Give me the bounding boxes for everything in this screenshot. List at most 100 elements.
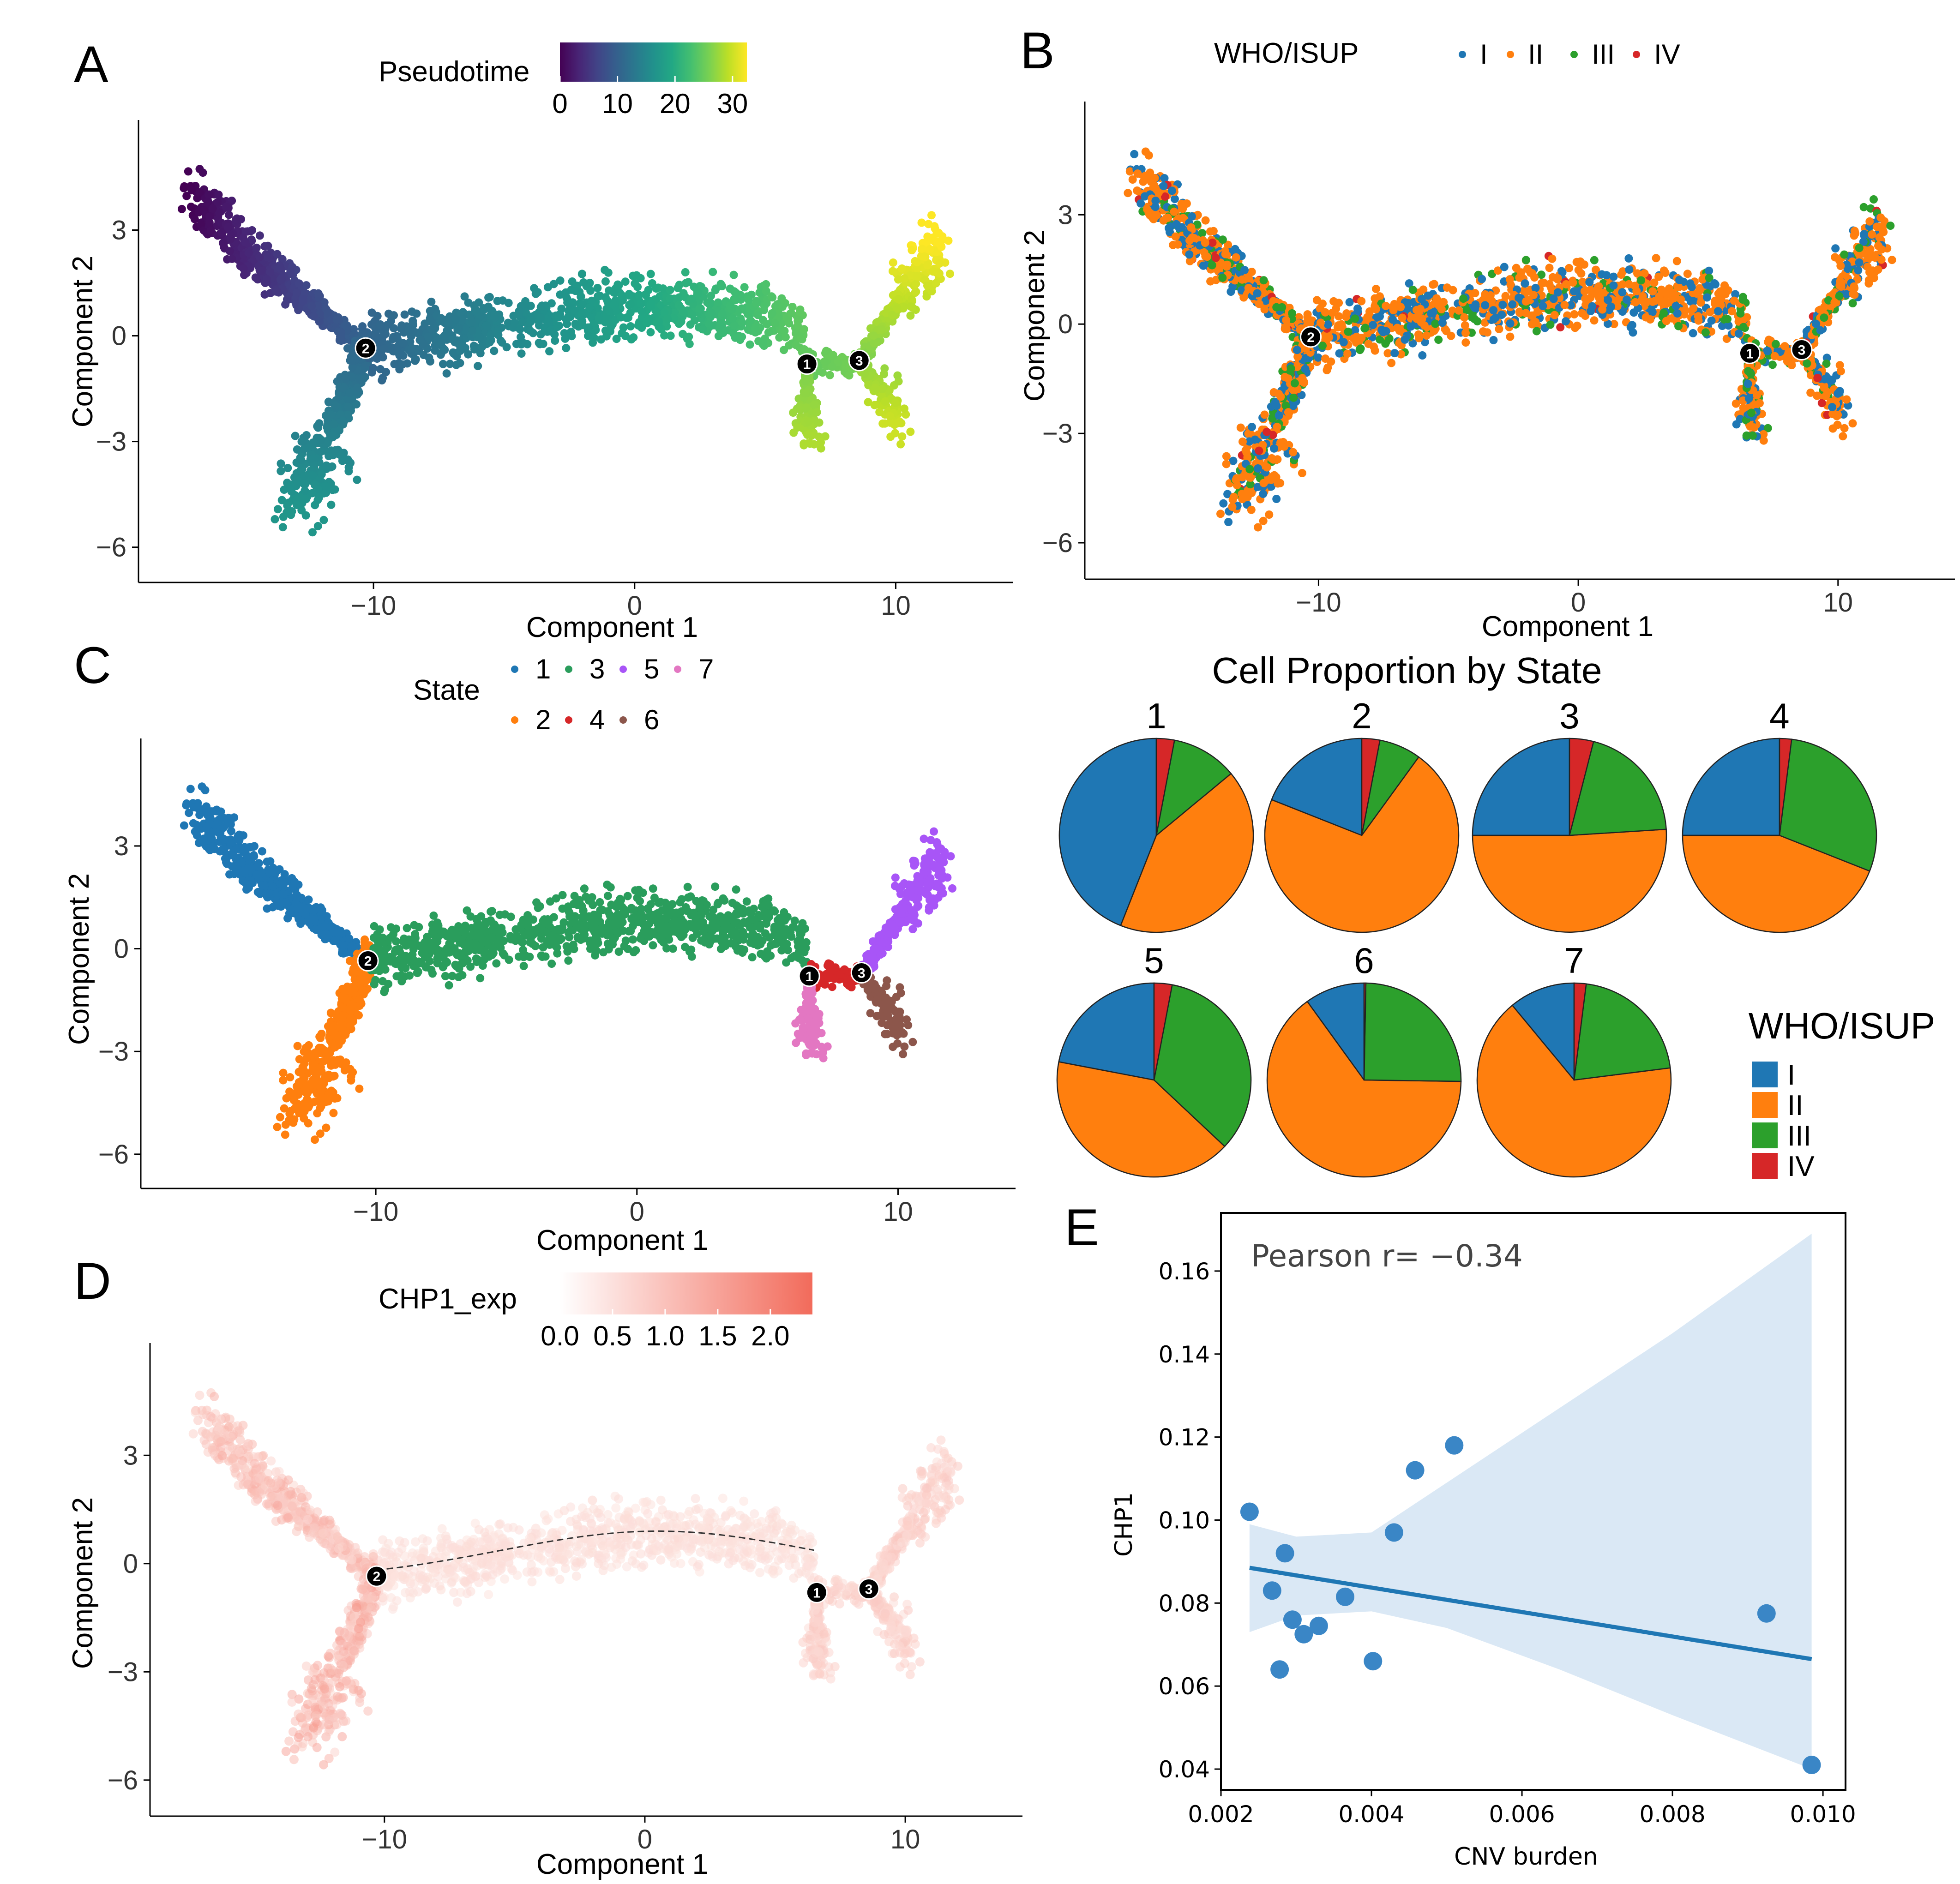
cell-point [348, 363, 357, 372]
cell-point [1187, 223, 1196, 232]
cell-point [286, 482, 295, 491]
cell-point [490, 313, 499, 322]
cell-point [239, 264, 248, 273]
cell-points [177, 165, 954, 537]
cell-point [801, 389, 810, 398]
cell-point [709, 268, 717, 276]
cell-point [1328, 308, 1337, 317]
cell-point [554, 313, 563, 322]
cell-point [1553, 274, 1562, 282]
cell-point [458, 315, 467, 324]
cell-point [579, 278, 588, 287]
cell-point [1581, 294, 1590, 303]
cell-point [775, 333, 784, 342]
cell-point [584, 323, 593, 332]
cell-point [728, 314, 737, 323]
cell-point [577, 310, 586, 318]
cell-point [762, 280, 770, 288]
cell-point [494, 330, 502, 339]
cell-point [394, 349, 403, 358]
cell-point [437, 338, 446, 347]
cell-point [1618, 288, 1627, 297]
cell-point [1248, 423, 1256, 431]
cell-point [1683, 270, 1692, 278]
cell-point [1854, 266, 1863, 275]
cell-point [1298, 374, 1307, 383]
cell-point [1443, 283, 1451, 292]
cell-point [1429, 280, 1437, 289]
cell-point [802, 403, 811, 412]
cell-point [731, 296, 740, 305]
cell-point [277, 496, 286, 504]
cell-point [397, 321, 406, 330]
cell-point [1711, 296, 1720, 305]
cell-point [353, 384, 361, 392]
cell-point [416, 335, 425, 344]
cell-point [681, 268, 690, 276]
cell-point [1569, 287, 1578, 296]
cell-point [281, 300, 290, 309]
cell-point [666, 294, 674, 303]
cell-point [1706, 308, 1714, 317]
cell-point [810, 400, 818, 409]
cell-point [788, 303, 797, 311]
cell-point [1356, 346, 1365, 354]
cell-point [1232, 253, 1240, 262]
cell-point [215, 208, 223, 217]
cell-point [1272, 495, 1281, 503]
cell-point [242, 227, 251, 236]
cell-point [1382, 301, 1390, 310]
cell-point [1461, 329, 1470, 337]
cell-point [740, 283, 749, 292]
cell-point [264, 241, 272, 250]
cell-point [1219, 499, 1228, 508]
cell-point [738, 318, 746, 327]
cell-point [618, 329, 626, 337]
cell-point [186, 203, 195, 211]
cell-point [1833, 420, 1842, 429]
cell-point [479, 304, 488, 312]
cell-point [1190, 234, 1199, 243]
cell-point [1470, 315, 1479, 323]
cell-point [262, 275, 271, 283]
cell-point [792, 329, 800, 338]
cell-point [918, 244, 926, 253]
cell-point [545, 318, 553, 327]
cell-point [208, 204, 217, 213]
cell-point [767, 292, 776, 301]
cell-point [587, 296, 596, 305]
cell-point [1260, 410, 1269, 419]
cell-point [315, 419, 324, 428]
cell-point [539, 340, 547, 348]
cell-point [332, 315, 341, 324]
cell-point [688, 310, 697, 319]
cell-point [442, 369, 451, 378]
cell-point [1455, 306, 1463, 315]
cell-point [220, 242, 228, 251]
cell-point [1573, 321, 1581, 330]
cell-point [272, 287, 281, 295]
cell-point [891, 399, 900, 408]
cell-point [1236, 423, 1245, 432]
cell-point [1865, 217, 1874, 226]
cell-point [1813, 391, 1822, 400]
cell-point [1836, 282, 1845, 290]
cell-point [1625, 265, 1634, 274]
cell-point [731, 333, 740, 342]
cell-point [1764, 336, 1773, 344]
cell-point [1314, 353, 1323, 362]
cell-point [549, 280, 558, 288]
cell-point [177, 204, 186, 213]
cell-point [353, 475, 361, 484]
cell-point [348, 373, 356, 382]
cell-point [577, 292, 585, 301]
cell-point [1506, 332, 1515, 341]
cell-point [314, 485, 323, 494]
cell-point [1390, 349, 1399, 358]
cell-point [445, 360, 454, 368]
cell-point [602, 332, 611, 341]
cell-point [1577, 269, 1586, 278]
cell-point [1855, 244, 1864, 252]
